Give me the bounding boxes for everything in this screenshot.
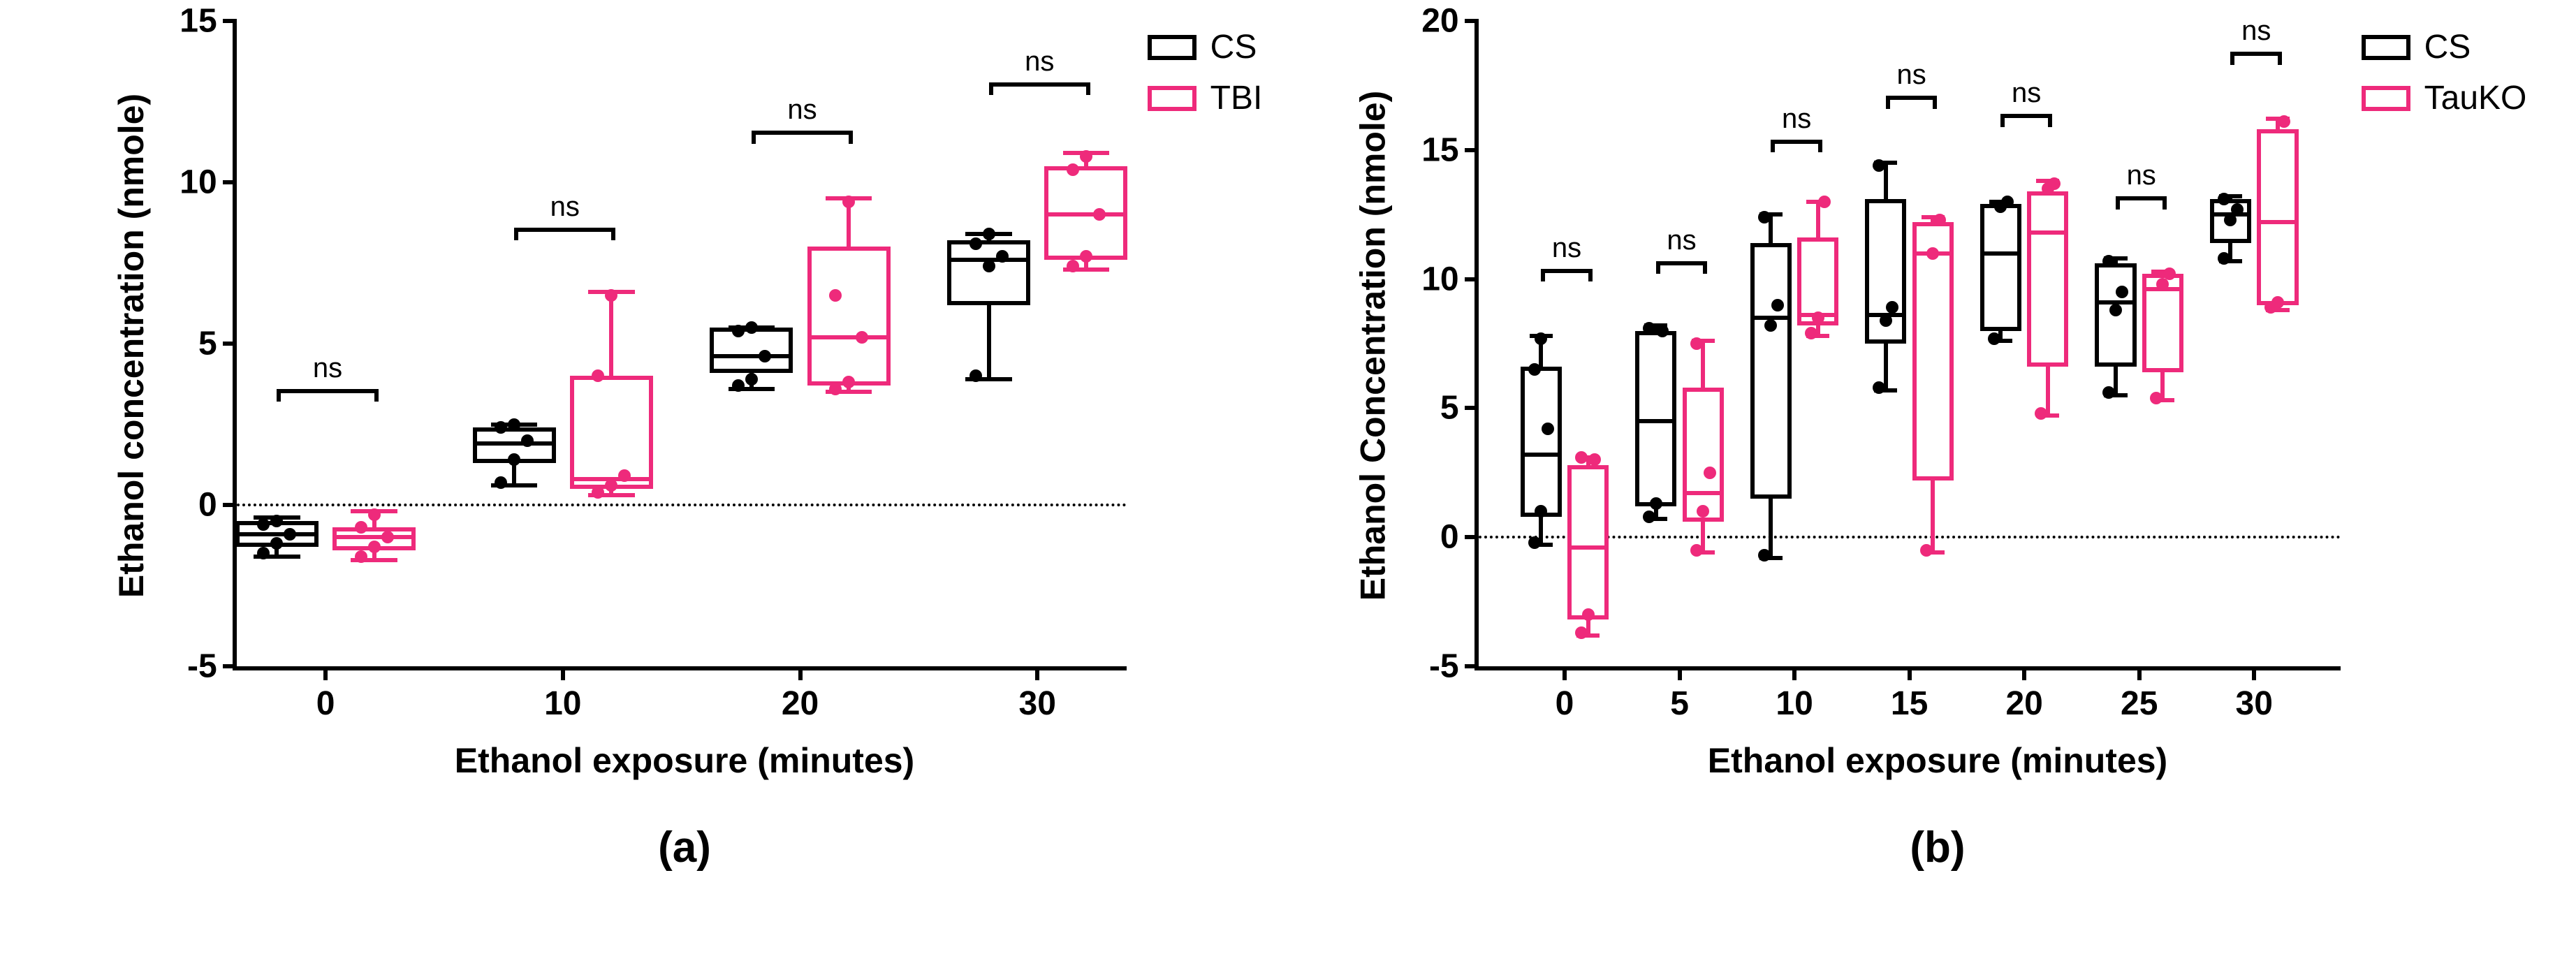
ytick-label: -5 — [187, 647, 217, 686]
panel-b-legend: CS TauKO — [2362, 28, 2527, 130]
ytick-label: 10 — [1421, 260, 1458, 298]
ytick-label: 5 — [198, 325, 217, 363]
xtick — [2022, 666, 2026, 680]
sig-bracket — [1479, 21, 2341, 666]
xtick-label: 10 — [1776, 684, 1813, 723]
panel-a-xlabel: Ethanol exposure (minutes) — [455, 740, 914, 781]
ytick — [1465, 148, 1479, 152]
xtick-label: 20 — [782, 684, 819, 723]
panel-b: Ethanol Concentration (nmole) -505101520… — [1327, 21, 2548, 933]
ytick-label: 0 — [198, 486, 217, 524]
ytick-label: 15 — [1421, 131, 1458, 169]
ytick — [1465, 277, 1479, 281]
panel-a: Ethanol concentration (nmole) -505101501… — [42, 21, 1327, 933]
xtick — [1035, 666, 1039, 680]
legend-item: TauKO — [2362, 79, 2527, 117]
xtick — [1792, 666, 1796, 680]
ytick — [223, 503, 237, 507]
ytick — [1465, 535, 1479, 539]
xtick-label: 10 — [544, 684, 581, 723]
xtick-label: 25 — [2121, 684, 2158, 723]
panel-a-label: (a) — [658, 823, 711, 872]
legend-item: TBI — [1148, 79, 1263, 117]
xtick-label: 15 — [1891, 684, 1928, 723]
ytick — [223, 664, 237, 668]
legend-item: CS — [1148, 28, 1263, 66]
legend-label: TBI — [1210, 79, 1263, 117]
panel-b-xlabel: Ethanol exposure (minutes) — [1708, 740, 2167, 781]
legend-swatch-cs — [2362, 35, 2410, 60]
xtick-label: 30 — [1019, 684, 1056, 723]
ytick — [1465, 664, 1479, 668]
ytick — [1465, 406, 1479, 410]
xtick-label: 30 — [2236, 684, 2273, 723]
ytick — [223, 342, 237, 346]
ytick — [223, 180, 237, 184]
xtick — [561, 666, 565, 680]
ytick-label: -5 — [1429, 647, 1459, 686]
ytick — [223, 19, 237, 23]
legend-label: CS — [2424, 28, 2471, 66]
panel-a-legend: CS TBI — [1148, 28, 1263, 130]
ytick-label: 5 — [1440, 389, 1459, 427]
sig-bracket — [237, 21, 1127, 666]
xtick — [1563, 666, 1567, 680]
legend-swatch-tauko — [2362, 86, 2410, 111]
xtick — [2137, 666, 2142, 680]
sig-label: ns — [2241, 15, 2271, 47]
panel-b-label: (b) — [1910, 823, 1965, 872]
legend-item: CS — [2362, 28, 2527, 66]
panel-b-plot: -505101520051015202530nsnsnsnsnsnsns — [1474, 21, 2341, 670]
legend-label: TauKO — [2424, 79, 2527, 117]
xtick — [798, 666, 803, 680]
ytick-label: 0 — [1440, 518, 1459, 557]
panel-a-ylabel: Ethanol concentration (nmole) — [111, 94, 152, 598]
sig-label: ns — [1025, 46, 1054, 78]
xtick — [323, 666, 328, 680]
figure-root: Ethanol concentration (nmole) -505101501… — [0, 0, 2576, 961]
legend-swatch-tbi — [1148, 86, 1196, 111]
legend-label: CS — [1210, 28, 1257, 66]
xtick — [2252, 666, 2256, 680]
ytick-label: 15 — [180, 2, 217, 41]
xtick — [1908, 666, 1912, 680]
ytick-label: 20 — [1421, 2, 1458, 41]
xtick-label: 0 — [1556, 684, 1574, 723]
xtick-label: 5 — [1670, 684, 1689, 723]
xtick-label: 20 — [2005, 684, 2042, 723]
panel-a-plot: -50510150102030nsnsnsns — [233, 21, 1127, 670]
xtick-label: 0 — [316, 684, 335, 723]
legend-swatch-cs — [1148, 35, 1196, 60]
ytick — [1465, 19, 1479, 23]
xtick — [1678, 666, 1682, 680]
panel-b-ylabel: Ethanol Concentration (nmole) — [1353, 91, 1393, 601]
ytick-label: 10 — [180, 163, 217, 202]
